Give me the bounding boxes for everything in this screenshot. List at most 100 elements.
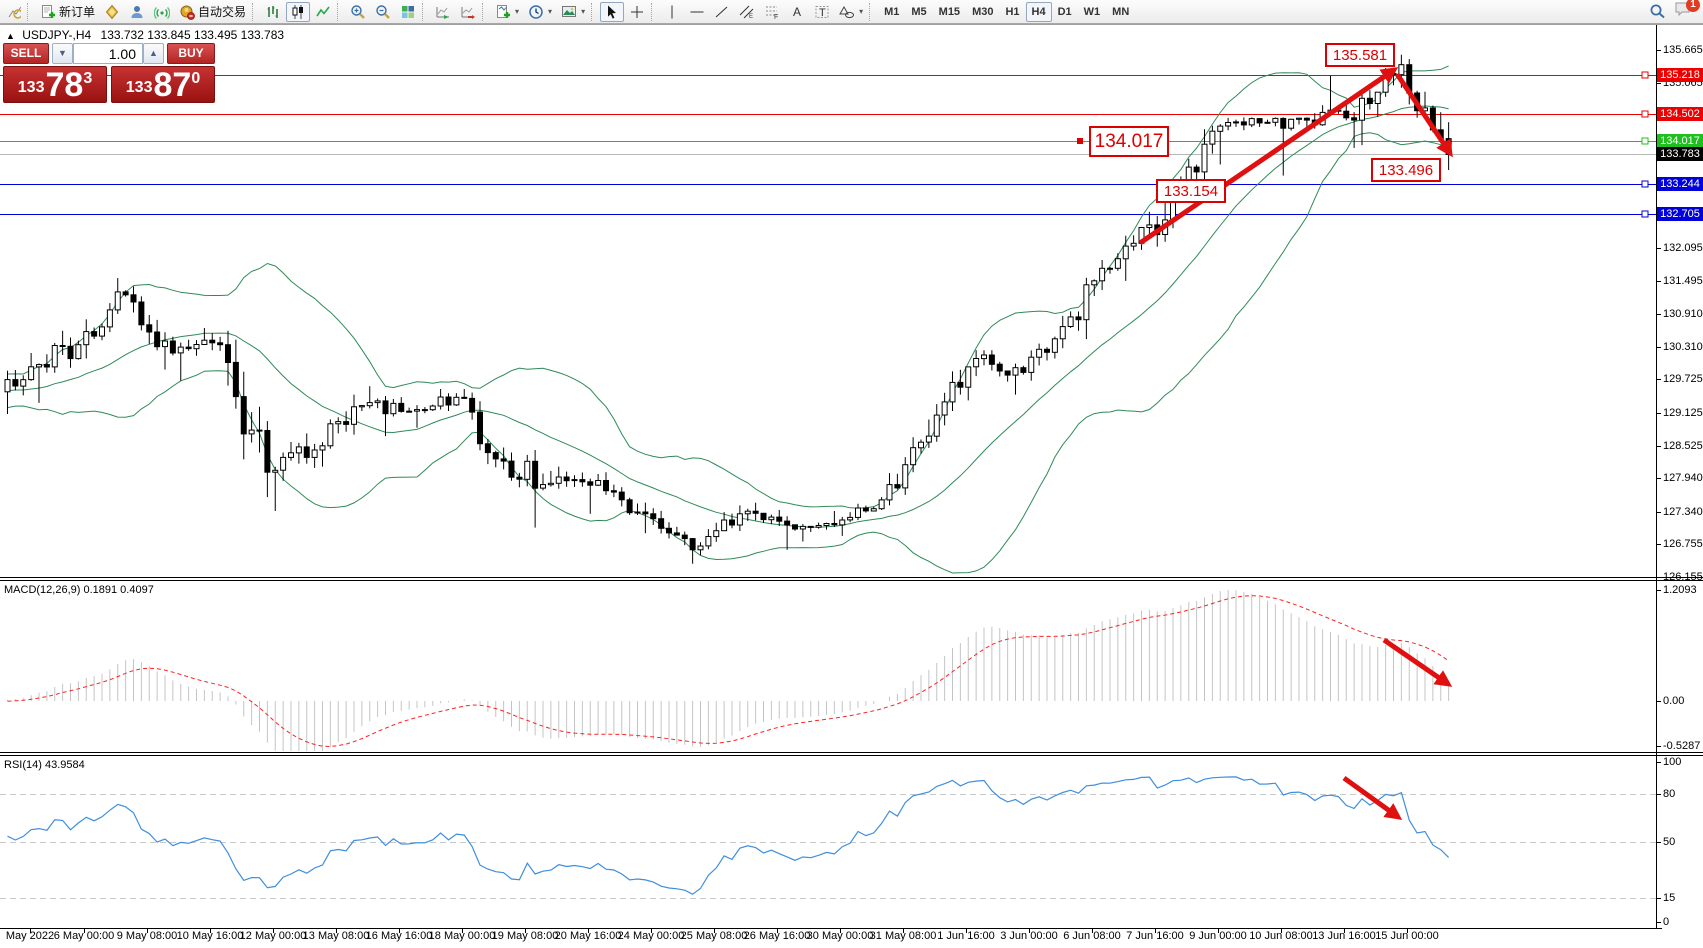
current-price-badge[interactable]: 133.783 [1657,147,1703,161]
timeframe-mn-button[interactable]: MN [1112,5,1130,18]
ohlc-values: 133.732 133.845 133.495 133.783 [100,28,285,42]
toolbar-separator [651,2,656,21]
timeframe-h4-button[interactable]: H4 [1025,1,1052,22]
indicators-icon [497,4,511,18]
time-axis-label[interactable]: 24 May 00:00 [617,930,685,942]
level-price-badge[interactable]: 133.244 [1657,177,1703,191]
sell-button[interactable]: SELL [3,43,49,64]
time-axis-label[interactable]: 13 May 08:00 [302,930,370,942]
level-price-badge[interactable]: 134.502 [1657,107,1703,121]
tile-windows-button[interactable] [396,2,420,22]
price-annotation[interactable]: 133.154 [1156,179,1226,203]
fibonacci-button[interactable]: F [760,2,784,22]
svg-text:E: E [749,14,753,20]
bid-prefix: 133 [17,79,45,96]
price-tick-label: 130.910 [1663,308,1703,320]
chat-button[interactable]: 1 [1674,0,1700,22]
macd-axis-label: 0.00 [1663,695,1685,707]
bid-price-panel[interactable]: 133 78 3 [3,66,107,103]
volume-increase-button[interactable]: ▲ [143,43,164,64]
trendline-button[interactable] [710,2,734,22]
volume-decrease-button[interactable]: ▼ [52,43,73,64]
vertical-line-button[interactable] [660,2,684,22]
price-annotation[interactable]: 133.496 [1371,158,1441,182]
price-tick-label: 126.755 [1663,538,1703,550]
time-axis-label[interactable]: 1 Jun 16:00 [937,930,995,942]
horizontal-line-icon [690,11,704,12]
time-axis-label[interactable]: 13 Jun 16:00 [1312,930,1376,942]
crosshair-button[interactable] [625,2,649,22]
time-axis-label[interactable]: 6 May 00:00 [53,930,115,942]
ask-price-panel[interactable]: 133 87 0 [111,66,215,103]
time-axis-label[interactable]: 20 May 16:00 [554,930,622,942]
timeframe-d1-button[interactable]: D1 [1057,5,1072,18]
timeframe-group: M1 M5 M15 M30 H1 H4 D1 W1 MN [878,1,1135,22]
toolbar-separator [422,2,427,21]
cursor-button[interactable] [600,1,625,22]
macd-label: MACD(12,26,9) 0.1891 0.4097 [4,584,154,596]
timeframe-m1-button[interactable]: M1 [884,5,900,18]
level-price-badge[interactable]: 134.017 [1657,134,1703,148]
chart-shift-button[interactable] [456,2,480,22]
profile-button[interactable] [125,2,149,22]
signal-button[interactable] [150,2,174,22]
line-chart-button[interactable] [311,2,335,22]
text-label-button[interactable]: T [810,2,834,22]
chevron-down-icon: ▾ [515,7,520,16]
svg-text:T: T [819,7,826,19]
zoom-in-button[interactable] [346,2,370,22]
time-axis-label[interactable]: 30 May 00:00 [806,930,874,942]
time-axis-label[interactable]: 3 Jun 00:00 [1000,930,1058,942]
chevron-down-icon: ▾ [581,7,586,16]
time-axis-label[interactable]: 18 May 00:00 [428,930,496,942]
indicators-button[interactable]: ▾ [491,2,523,22]
level-price-badge[interactable]: 135.218 [1657,68,1703,82]
zoom-out-button[interactable] [371,2,395,22]
shapes-button[interactable]: ▾ [835,2,867,22]
price-annotation[interactable]: 135.581 [1325,43,1395,67]
time-axis-label[interactable]: 25 May 08:00 [680,930,748,942]
search-icon[interactable] [1649,3,1666,20]
price-tick-label: 126.155 [1663,571,1703,583]
time-axis-label[interactable]: 26 May 16:00 [743,930,811,942]
horizontal-line-button[interactable] [685,2,709,22]
time-axis-label[interactable]: 9 May 08:00 [116,930,178,942]
notification-badge: 1 [1686,0,1700,12]
seal-button[interactable] [100,2,124,22]
time-axis-label[interactable]: 31 May 08:00 [869,930,937,942]
buy-button[interactable]: BUY [167,43,215,64]
text-label-icon: T [815,5,829,19]
price-tick-label: 130.310 [1663,341,1703,353]
time-axis-label[interactable]: 12 May 00:00 [239,930,307,942]
time-axis-label[interactable]: May 2022 [5,930,55,942]
autotrade-button[interactable]: 自动交易 [175,2,250,22]
time-axis-label[interactable]: 10 May 16:00 [176,930,244,942]
auto-scroll-button[interactable] [431,2,455,22]
text-button[interactable]: A [785,2,809,22]
price-annotation[interactable]: 134.017 [1089,126,1169,157]
timeframe-m15-button[interactable]: M15 [938,5,961,18]
bar-chart-button[interactable] [261,2,285,22]
new-order-label: 新订单 [59,5,96,19]
time-axis-label[interactable]: 19 May 08:00 [491,930,559,942]
timeframe-m30-button[interactable]: M30 [972,5,994,18]
time-axis-label[interactable]: 6 Jun 08:00 [1063,930,1121,942]
time-axis-label[interactable]: 16 May 16:00 [365,930,433,942]
volume-input[interactable] [73,43,143,64]
equidistant-channel-button[interactable]: E [735,2,759,22]
time-axis-label[interactable]: 7 Jun 16:00 [1126,930,1184,942]
templates-button[interactable]: ▾ [557,2,589,22]
time-axis-label[interactable]: 9 Jun 00:00 [1189,930,1247,942]
chart-profile-icon[interactable] [3,2,25,22]
timeframe-w1-button[interactable]: W1 [1083,5,1101,18]
time-axis-label[interactable]: 15 Jun 00:00 [1375,930,1439,942]
periods-button[interactable]: ▾ [524,2,556,22]
candlestick-chart-button[interactable] [286,1,311,22]
timeframe-m5-button[interactable]: M5 [911,5,927,18]
new-order-button[interactable]: 新订单 [36,2,99,22]
time-axis-label[interactable]: 10 Jun 08:00 [1249,930,1313,942]
level-price-badge[interactable]: 132.705 [1657,207,1703,221]
timeframe-h1-button[interactable]: H1 [1005,5,1020,18]
